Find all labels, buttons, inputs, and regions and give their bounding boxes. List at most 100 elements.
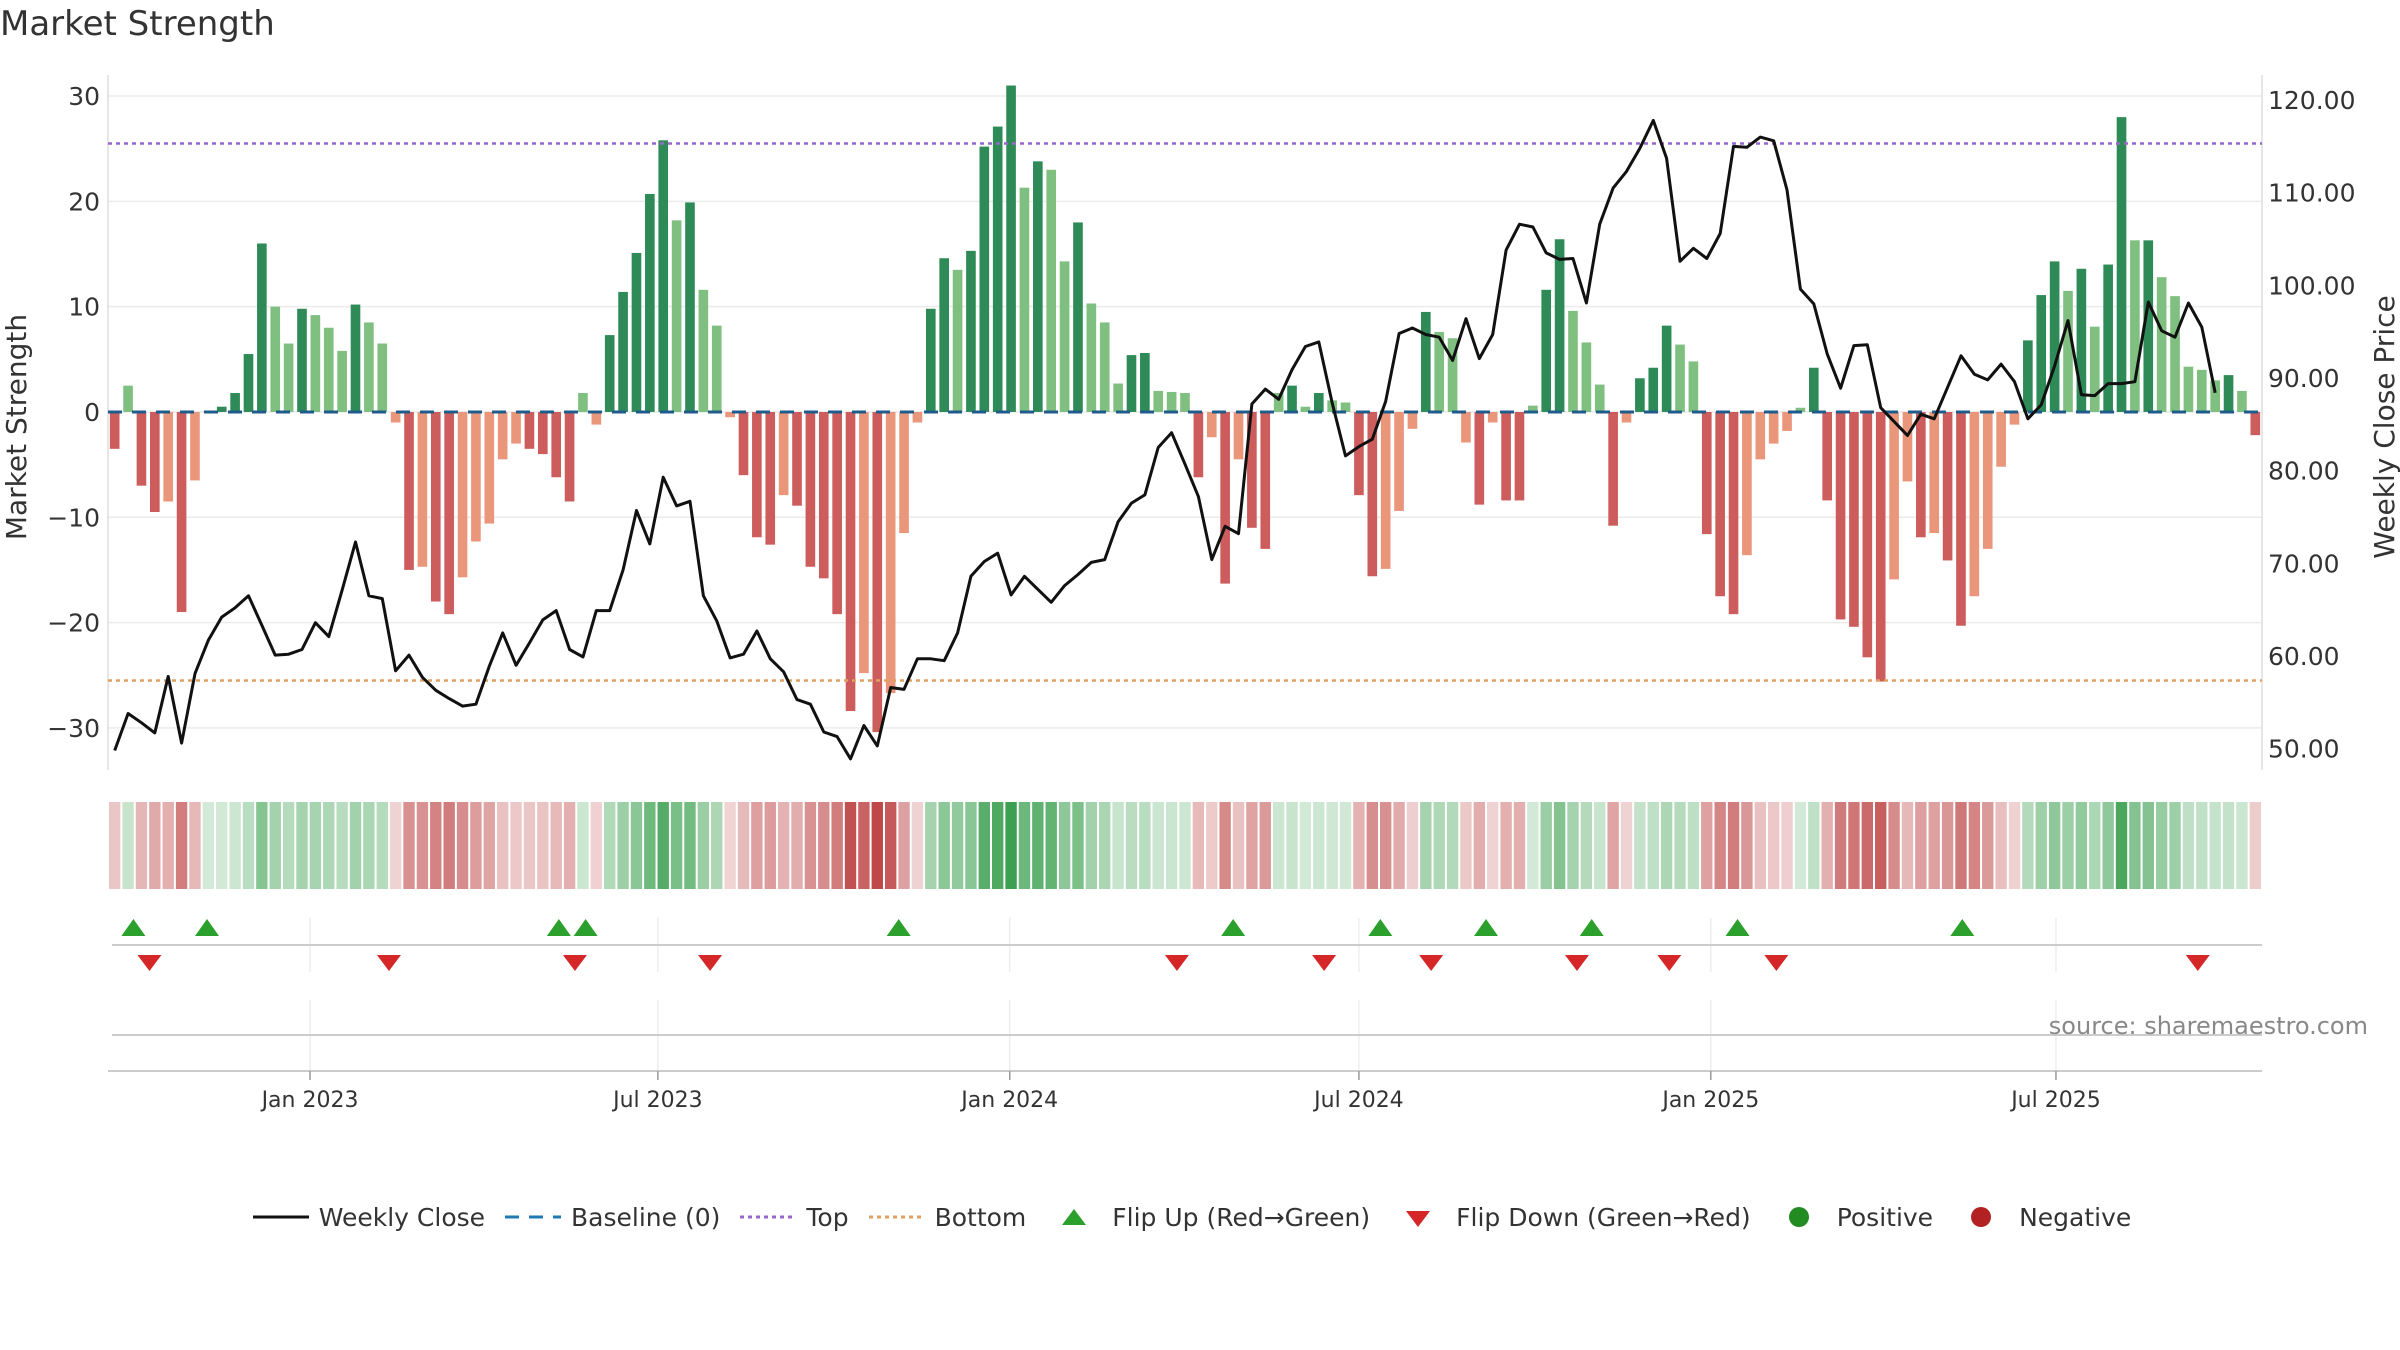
strength-bar: [1688, 361, 1699, 412]
heat-cell: [1420, 802, 1432, 889]
heat-cell: [1674, 802, 1686, 889]
flip-up-marker: [195, 919, 220, 936]
strength-bar: [1260, 411, 1271, 549]
heat-cell: [483, 802, 495, 889]
heat-cell: [1500, 802, 1512, 889]
heat-cell: [1460, 802, 1472, 889]
heat-cell: [697, 802, 710, 889]
heat-cell: [2115, 802, 2128, 889]
y2-tick-label: 50.00: [2268, 735, 2340, 764]
strength-bar: [1875, 411, 1886, 682]
strength-bar: [1380, 411, 1391, 569]
heat-cell: [2048, 802, 2061, 889]
strength-bar: [2250, 411, 2261, 436]
heat-cell: [470, 802, 482, 889]
heat-cell: [363, 802, 375, 889]
heat-cell: [2062, 802, 2074, 889]
strength-bar: [1487, 411, 1498, 423]
strength-bar: [1461, 411, 1471, 443]
heat-cell: [349, 802, 362, 889]
y-tick-label: 10: [68, 293, 100, 322]
y2-tick-label: 100.00: [2268, 271, 2355, 300]
strength-bar: [966, 250, 976, 412]
strength-bar: [618, 291, 628, 412]
legend-label: Bottom: [934, 1202, 1027, 1232]
heat-cell: [1714, 802, 1726, 889]
price-line-group: [113, 118, 2217, 761]
heat-cell: [777, 802, 790, 889]
strength-bar: [845, 411, 856, 712]
heat-cell: [804, 802, 817, 889]
heat-cell: [162, 802, 174, 889]
heat-cell: [135, 802, 148, 889]
legend-item-positive: Positive: [1769, 1203, 1933, 1232]
strength-bar: [1273, 393, 1284, 412]
strength-bar: [1059, 261, 1070, 412]
heat-cell: [430, 802, 442, 889]
strength-bar: [1287, 385, 1297, 412]
heat-cell: [1767, 802, 1780, 889]
flip-up-marker: [1474, 919, 1499, 936]
x-axis: Jan 2023 Jul 2023 Jan 2024 Jul 2024 Jan 2025…: [108, 1070, 2262, 1113]
strength-bar: [1434, 331, 1445, 412]
heat-cell: [978, 802, 991, 889]
heat-cell: [1032, 802, 1044, 889]
strength-bar: [1755, 411, 1766, 460]
strength-bar: [1140, 353, 1150, 412]
heat-cell: [1594, 802, 1606, 889]
heat-cell: [657, 802, 669, 889]
heat-cell: [1901, 802, 1914, 889]
strength-bar: [952, 269, 963, 412]
heat-cell: [1620, 802, 1633, 889]
heat-cell: [282, 802, 295, 889]
strength-bar: [2223, 375, 2234, 412]
flip-down-marker: [1312, 955, 1337, 971]
y-axis-right: 120.00 110.00 100.00 90.00 80.00 70.00 60.00 50…: [2268, 86, 2355, 764]
strength-bar: [765, 411, 776, 545]
y-tick-label: −30: [47, 714, 100, 743]
chart-canvas: 30 20 10 0 −10 −20 −30 120.00 110.00 100.00 90.00…: [0, 75, 2400, 1113]
strength-bar: [939, 258, 949, 412]
heat-cell: [1005, 802, 1017, 889]
strength-bar: [1474, 411, 1485, 505]
strength-bar: [738, 411, 749, 476]
heat-cell: [670, 802, 683, 889]
heat-cell: [376, 802, 388, 889]
strength-bar: [2116, 117, 2127, 412]
heat-cell: [737, 802, 750, 889]
heat-cell: [537, 802, 549, 889]
strength-bar: [698, 289, 709, 412]
strength-bar: [1849, 411, 1859, 627]
strength-bar: [885, 411, 896, 694]
strength-bar: [671, 220, 682, 412]
strength-bar: [1407, 411, 1418, 429]
heat-cell: [510, 802, 522, 889]
strength-bar: [1648, 367, 1659, 412]
heat-cell: [1179, 802, 1191, 889]
strength-bar: [2210, 380, 2220, 412]
heat-cell: [1152, 802, 1164, 889]
heat-cell: [2196, 802, 2208, 889]
heat-cell: [1647, 802, 1659, 889]
strength-bar: [243, 354, 254, 412]
flip-marker-panel: [112, 918, 2262, 1070]
legend-item-flip-up: Flip Up (Red→Green): [1044, 1203, 1370, 1232]
strength-bar: [2023, 340, 2033, 412]
heat-cell: [884, 802, 897, 889]
heat-cell: [831, 802, 843, 889]
heat-cell: [456, 802, 469, 889]
strength-bar: [1541, 289, 1552, 412]
legend-label: Top: [806, 1202, 849, 1232]
heat-cell: [1754, 802, 1766, 889]
strength-bar: [1594, 384, 1605, 412]
heat-cell: [818, 802, 830, 889]
y2-tick-label: 80.00: [2268, 457, 2340, 486]
heat-cell: [1473, 802, 1486, 889]
y-axis-label: Market Strength: [0, 314, 33, 540]
heat-cell: [1848, 802, 1860, 889]
legend: Weekly Close Baseline (0) Top Bottom Fli…: [0, 1195, 2400, 1239]
heat-cell: [1018, 802, 1031, 889]
heat-cell: [1085, 802, 1098, 889]
flip-down-marker: [376, 955, 401, 971]
strength-bar: [1982, 411, 1993, 549]
